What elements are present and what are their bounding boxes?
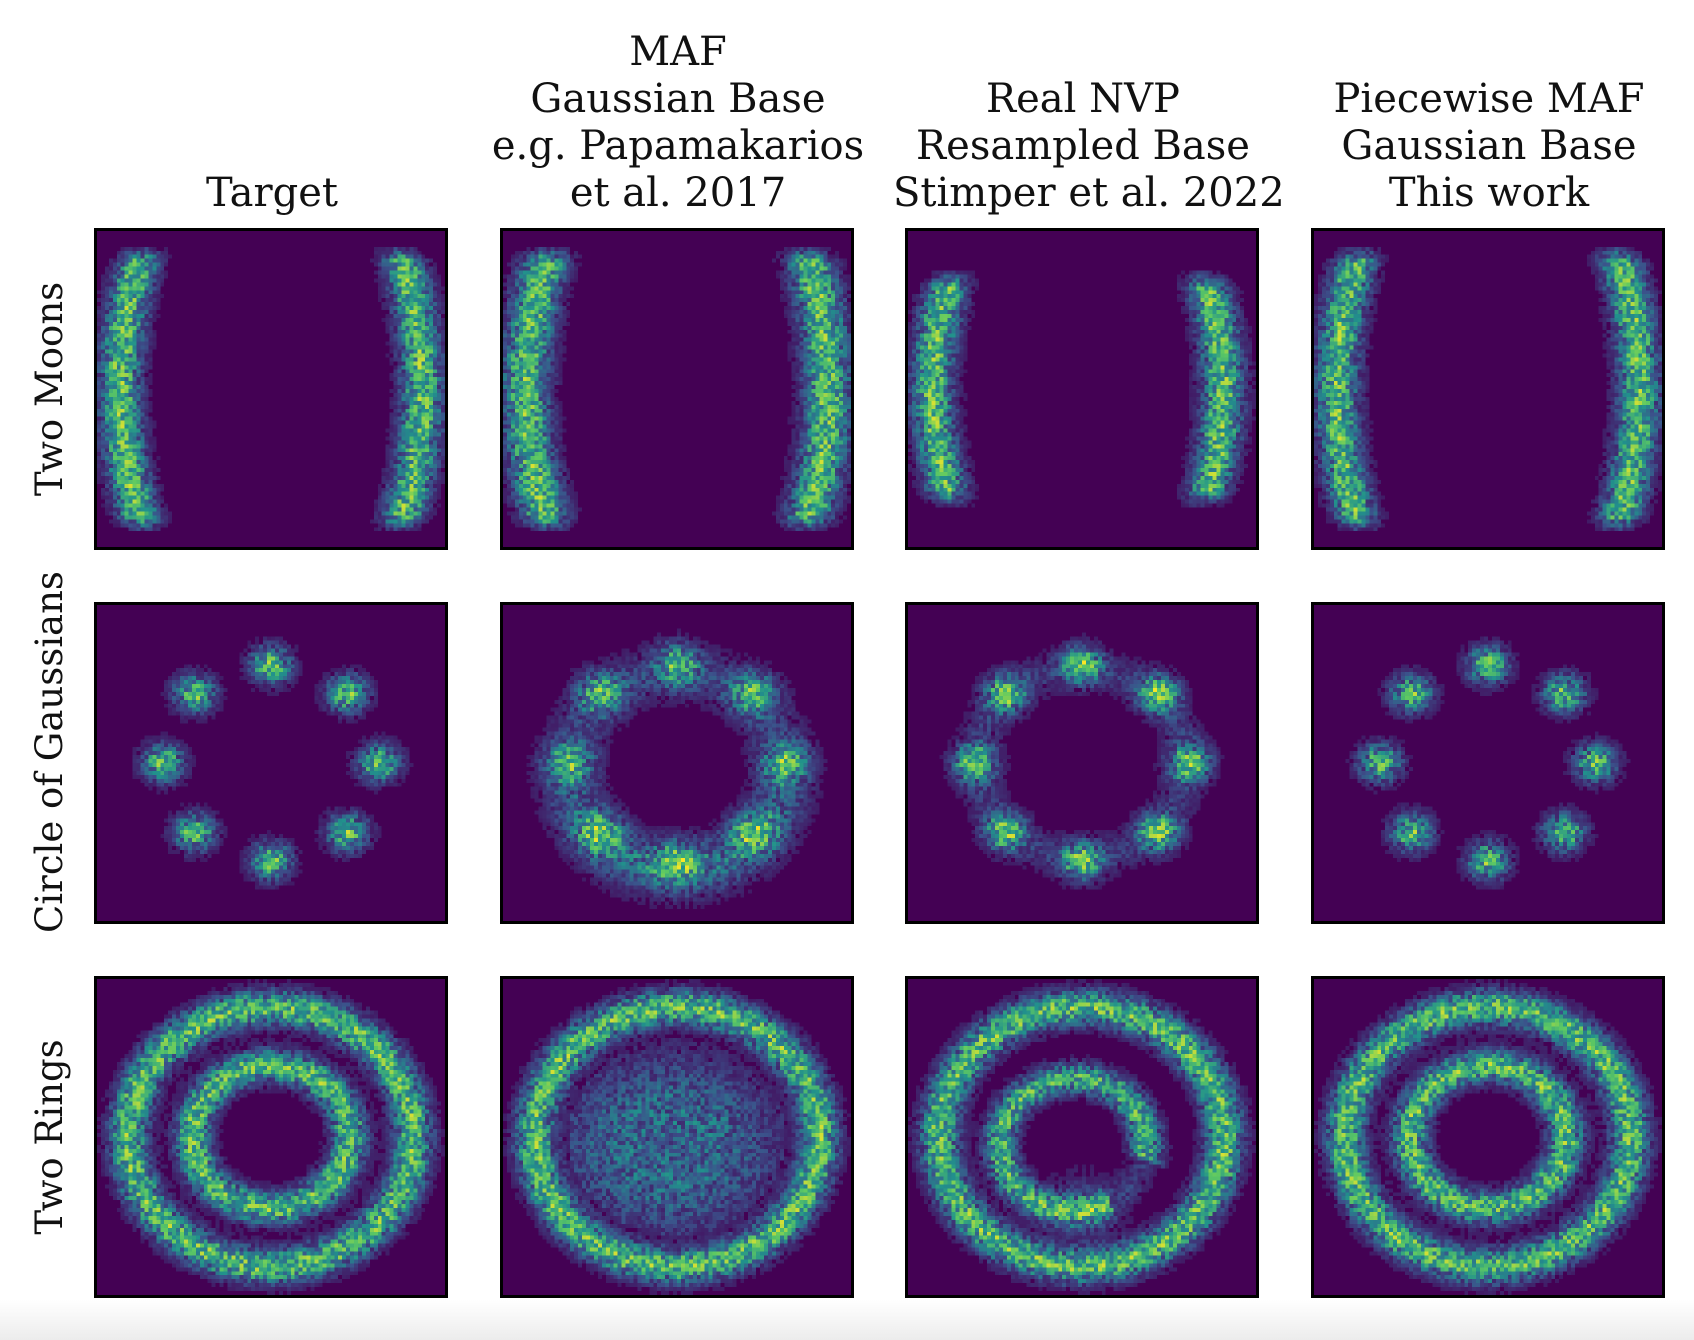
heatmap-canvas (908, 979, 1256, 1295)
heatmap-panel-rings-maf (500, 976, 854, 1298)
heatmap-panel-two-moons-target (94, 228, 448, 550)
heatmap-canvas (908, 231, 1256, 547)
column-title-realnvp: Real NVP Resampled Base Stimper et al. 2… (893, 76, 1285, 217)
row-label-two-moons: Two Moons (28, 281, 71, 497)
heatmap-panel-rings-realnvp (905, 976, 1259, 1298)
column-title-line: Gaussian Base (530, 76, 826, 122)
heatmap-canvas (908, 605, 1256, 921)
column-title-target: Target (82, 170, 462, 217)
column-title-line: e.g. Papamakarios (491, 123, 865, 169)
heatmap-panel-two-moons-realnvp (905, 228, 1259, 550)
column-title-line: Piecewise MAF (1333, 76, 1645, 122)
heatmap-canvas (97, 231, 445, 547)
heatmap-panel-rings-piecewise-maf (1311, 976, 1665, 1298)
heatmap-canvas (1314, 231, 1662, 547)
heatmap-panel-circle-maf (500, 602, 854, 924)
heatmap-canvas (503, 231, 851, 547)
heatmap-canvas (97, 979, 445, 1295)
column-title-line: Gaussian Base (1341, 123, 1637, 169)
column-title-line: Target (206, 170, 338, 216)
column-title-piecewise-maf: Piecewise MAF Gaussian Base This work (1299, 76, 1679, 217)
bottom-fade (0, 1300, 1694, 1340)
column-title-line: Real NVP (986, 76, 1180, 122)
heatmap-canvas (503, 605, 851, 921)
column-title-line: Resampled Base (916, 123, 1250, 169)
row-label-circle-of-gaussians: Circle of Gaussians (28, 571, 71, 933)
heatmap-panel-circle-realnvp (905, 602, 1259, 924)
heatmap-panel-two-moons-maf (500, 228, 854, 550)
column-title-line: Stimper et al. 2022 (893, 170, 1285, 216)
column-title-maf: MAF Gaussian Base e.g. Papamakarios et a… (488, 29, 868, 217)
heatmap-panel-circle-piecewise-maf (1311, 602, 1665, 924)
heatmap-canvas (97, 605, 445, 921)
row-label-two-rings: Two Rings (28, 1039, 71, 1235)
heatmap-canvas (503, 979, 851, 1295)
column-title-line: This work (1388, 170, 1590, 216)
column-title-line: MAF (629, 29, 727, 75)
heatmap-canvas (1314, 605, 1662, 921)
heatmap-panel-rings-target (94, 976, 448, 1298)
heatmap-panel-circle-target (94, 602, 448, 924)
heatmap-canvas (1314, 979, 1662, 1295)
column-title-line: et al. 2017 (569, 170, 787, 216)
heatmap-panel-two-moons-piecewise-maf (1311, 228, 1665, 550)
